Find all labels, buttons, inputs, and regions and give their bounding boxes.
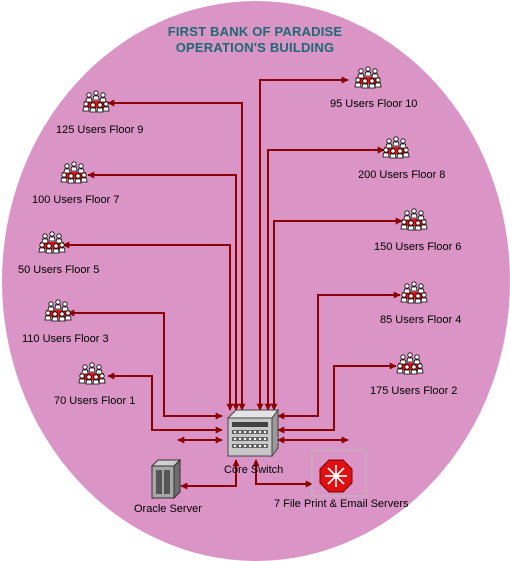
title-line-2: OPERATION'S BUILDING [175,40,335,55]
link-floor-8 [264,146,385,411]
floor-6-label: 150 Users Floor 6 [374,241,462,253]
connector-lines [62,76,403,490]
floor-10-users-icon [355,67,381,88]
link-floor-9 [107,99,246,411]
server-tower-icon [150,458,182,500]
floor-10-label: 95 Users Floor 10 [330,98,418,110]
file-print-servers-label: 7 File Print & Email Servers [274,498,409,510]
floor-9-users-icon [83,91,109,112]
oracle-server-label: Oracle Server [134,503,202,515]
floor-3-label: 110 Users Floor 3 [22,333,109,345]
floor-7-label: 100 Users Floor 7 [32,194,120,206]
floor-8-users-icon [383,137,409,158]
router-octagon-icon [319,459,353,493]
link-floor-5 [62,241,234,411]
floor-1-label: 70 Users Floor 1 [54,395,136,407]
title-line-1: FIRST BANK OF PARADISE [167,24,343,39]
link-floor-6 [270,217,403,411]
core-switch-label: Core Switch [224,464,284,476]
floor-8-label: 200 Users Floor 8 [358,169,446,181]
link-floor-10 [256,76,349,411]
floor-6-users-icon [401,209,427,230]
floor-5-users-icon [39,232,65,253]
floor-1-users-icon [79,363,105,384]
file-print-group-frame [311,449,367,497]
link-floor-2 [277,362,397,434]
floor-5-label: 50 Users Floor 5 [18,264,100,276]
floor-7-users-icon [61,162,87,183]
network-switch-icon [226,408,279,458]
floor-2-users-icon [397,353,423,374]
floor-9-label: 125 Users Floor 9 [56,124,144,136]
floor-3-users-icon [45,300,71,321]
floor-4-label: 85 Users Floor 4 [380,314,462,326]
link-oracle [180,459,240,490]
link-floor-7 [87,171,240,411]
link-file-print [252,459,313,488]
floor-4-users-icon [401,282,427,303]
floor-2-label: 175 Users Floor 2 [370,385,458,397]
link-floor-1 [107,372,223,434]
